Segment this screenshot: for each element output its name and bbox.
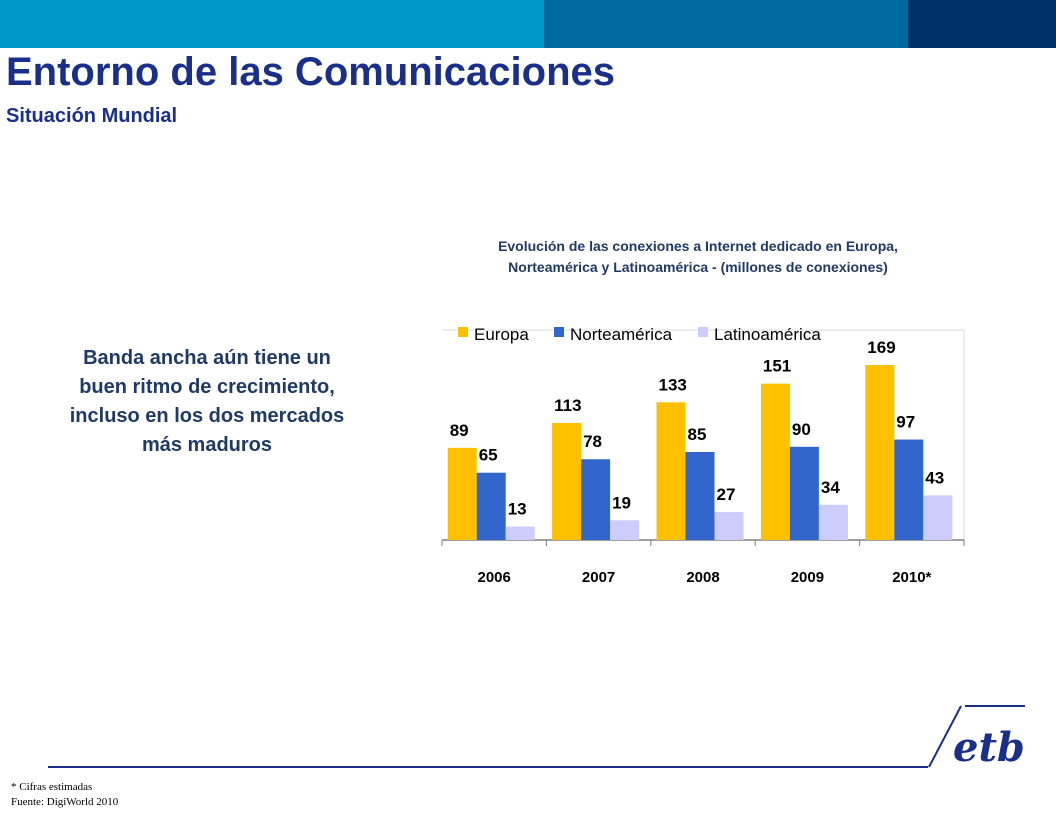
x-tick-label: 2006 bbox=[478, 569, 511, 586]
bar bbox=[760, 383, 790, 540]
data-label: 133 bbox=[659, 375, 687, 394]
data-label: 65 bbox=[479, 446, 498, 465]
data-label: 169 bbox=[867, 338, 895, 357]
data-label: 90 bbox=[792, 420, 811, 439]
callout-line: más maduros bbox=[141, 434, 273, 456]
legend-label: Europa bbox=[474, 325, 529, 344]
data-label: 97 bbox=[896, 413, 915, 432]
data-label: 19 bbox=[612, 493, 631, 512]
data-label: 85 bbox=[688, 425, 707, 444]
legend-swatch bbox=[554, 327, 564, 337]
footnote-estimate: * Cifras estimadas bbox=[11, 781, 93, 793]
bar bbox=[894, 439, 924, 540]
x-tick-label: 2009 bbox=[791, 569, 824, 586]
chart-title: Evolución de las conexiones a Internet d… bbox=[428, 236, 968, 278]
x-tick-label: 2008 bbox=[686, 569, 719, 586]
bar bbox=[685, 451, 715, 540]
data-label: 89 bbox=[450, 421, 469, 440]
bar bbox=[505, 526, 535, 540]
data-label: 113 bbox=[554, 396, 581, 415]
data-label: 43 bbox=[925, 468, 944, 487]
callout-text: Banda ancha aún tiene un buen ritmo de c… bbox=[34, 344, 380, 460]
bar bbox=[610, 520, 640, 540]
legend-label: Norteamérica bbox=[570, 325, 673, 344]
legend-swatch bbox=[458, 327, 468, 337]
bar bbox=[789, 446, 819, 540]
bar bbox=[581, 459, 611, 540]
x-tick-label: 2007 bbox=[582, 569, 615, 586]
page-title: Entorno de las Comunicaciones bbox=[6, 50, 616, 94]
legend-swatch bbox=[698, 327, 708, 337]
bar bbox=[656, 402, 686, 540]
data-label: 13 bbox=[508, 500, 527, 519]
callout-line: buen ritmo de crecimiento, bbox=[79, 376, 335, 398]
bar-chart: Europa Norteamérica Latinoamérica 89 65 13 200… bbox=[441, 325, 965, 586]
page-subtitle: Situación Mundial bbox=[6, 105, 178, 127]
header-bar-segment-dark bbox=[908, 0, 1056, 48]
header-bar bbox=[0, 0, 1056, 48]
data-label: 34 bbox=[821, 478, 840, 497]
footnote-source: Fuente: DigiWorld 2010 bbox=[11, 796, 119, 808]
header-bar-segment-light bbox=[0, 0, 544, 48]
footer-divider bbox=[48, 766, 928, 768]
logo-wordmark: etb bbox=[953, 724, 1025, 771]
bar bbox=[714, 512, 744, 540]
x-tick-label: 2010* bbox=[892, 569, 931, 586]
bar bbox=[552, 422, 582, 540]
chart-title-line: Norteamérica y Latinoamérica - (millones… bbox=[508, 259, 888, 275]
data-label: 27 bbox=[717, 485, 736, 504]
etb-logo: etb bbox=[928, 705, 1025, 771]
callout-line: incluso en los dos mercados bbox=[69, 405, 345, 427]
data-label: 151 bbox=[763, 357, 791, 376]
data-label: 78 bbox=[583, 432, 602, 451]
legend-label: Latinoamérica bbox=[714, 325, 821, 344]
bar bbox=[923, 495, 953, 540]
bar bbox=[865, 365, 895, 540]
bar bbox=[818, 504, 848, 540]
bar bbox=[476, 472, 506, 540]
chart-title-line: Evolución de las conexiones a Internet d… bbox=[498, 238, 898, 254]
bar bbox=[447, 447, 477, 540]
header-bar-segment-mid bbox=[544, 0, 908, 48]
callout-line: Banda ancha aún tiene un bbox=[83, 347, 331, 369]
